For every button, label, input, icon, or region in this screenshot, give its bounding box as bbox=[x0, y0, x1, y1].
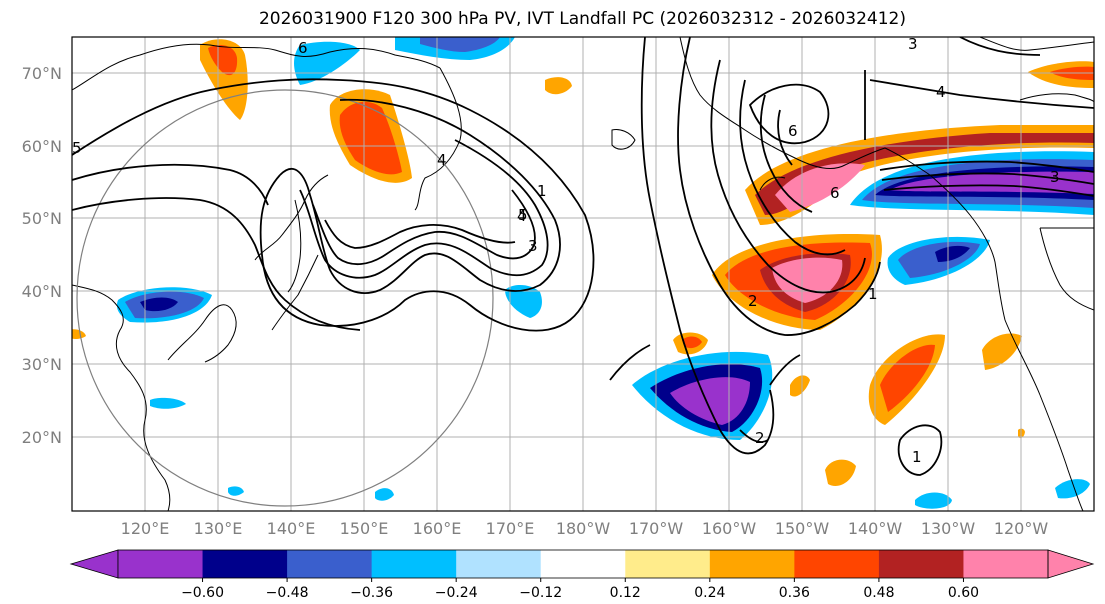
lon-label: 170°W bbox=[629, 519, 684, 538]
latitude-labels: 70°N 60°N 50°N 40°N 30°N 20°N bbox=[22, 64, 62, 447]
contour-label: 5 bbox=[518, 206, 528, 224]
map-title: 2026031900 F120 300 hPa PV, IVT Landfall… bbox=[258, 9, 906, 29]
contour-label: 6 bbox=[298, 39, 308, 57]
contour-label: 1 bbox=[912, 448, 922, 466]
colorbar-tick-label: 0.24 bbox=[694, 585, 725, 601]
colorbar-tick-label: 0.48 bbox=[863, 585, 894, 601]
colorbar-segment bbox=[625, 550, 711, 578]
colorbar-extend-high bbox=[1047, 549, 1095, 579]
colorbar-extend-low bbox=[69, 549, 119, 579]
contour-label: 3 bbox=[528, 237, 538, 255]
lon-label: 180°W bbox=[556, 519, 611, 538]
lat-label: 50°N bbox=[22, 209, 62, 228]
lon-label: 160°E bbox=[413, 519, 462, 538]
longitude-labels: 120°E 130°E 140°E 150°E 160°E 170°E 180°… bbox=[121, 519, 1049, 538]
colorbar-segment bbox=[794, 550, 880, 578]
lon-label: 130°E bbox=[194, 519, 243, 538]
contour-label: 2 bbox=[755, 429, 765, 447]
contour-label: 3 bbox=[908, 35, 918, 53]
contour-label: 3 bbox=[1050, 168, 1060, 186]
colorbar-tick-label: 0.60 bbox=[948, 585, 979, 601]
lon-label: 140°W bbox=[848, 519, 903, 538]
pv-shading bbox=[72, 37, 1094, 509]
lon-label: 120°E bbox=[121, 519, 170, 538]
lon-label: 150°E bbox=[340, 519, 389, 538]
lon-label: 130°W bbox=[921, 519, 976, 538]
colorbar: −0.60 −0.48 −0.36 −0.24 −0.12 0.12 0.24 0.36 0.4… bbox=[69, 549, 1095, 601]
contour-label: 2 bbox=[748, 292, 758, 310]
contour-label: 6 bbox=[830, 184, 840, 202]
lon-label: 160°W bbox=[702, 519, 757, 538]
lon-label: 120°W bbox=[994, 519, 1049, 538]
lat-label: 60°N bbox=[22, 137, 62, 156]
colorbar-segment bbox=[118, 550, 204, 578]
coastlines bbox=[72, 37, 1094, 511]
lon-label: 150°W bbox=[775, 519, 830, 538]
colorbar-segment bbox=[540, 550, 626, 578]
contour-label: 6 bbox=[788, 122, 798, 140]
lon-label: 170°E bbox=[486, 519, 535, 538]
colorbar-segment bbox=[456, 550, 542, 578]
colorbar-tick-label: 0.12 bbox=[610, 585, 641, 601]
graticule bbox=[72, 37, 1094, 511]
colorbar-tick-label: −0.60 bbox=[181, 585, 224, 601]
colorbar-segment bbox=[371, 550, 457, 578]
lat-label: 40°N bbox=[22, 282, 62, 301]
contour-labels: 4 6 1 5 4 3 4 6 6 2 1 3 3 1 5 2 bbox=[72, 35, 1060, 466]
colorbar-segment bbox=[878, 550, 964, 578]
colorbar-tick-label: 0.36 bbox=[779, 585, 810, 601]
contour-label: 4 bbox=[936, 83, 946, 101]
contour-label: 5 bbox=[72, 139, 82, 157]
colorbar-segment bbox=[287, 550, 373, 578]
contour-label: 4 bbox=[517, 207, 527, 225]
lat-label: 20°N bbox=[22, 428, 62, 447]
ivt-contours bbox=[72, 37, 1094, 476]
lon-label: 140°E bbox=[267, 519, 316, 538]
colorbar-segment bbox=[202, 550, 288, 578]
map-frame bbox=[71, 36, 1095, 512]
radius-circle bbox=[76, 89, 494, 507]
colorbar-tick-label: −0.36 bbox=[350, 585, 393, 601]
contour-label: 1 bbox=[537, 182, 547, 200]
contour-label: 4 bbox=[437, 151, 447, 169]
colorbar-tick-label: −0.12 bbox=[519, 585, 562, 601]
contour-label: 1 bbox=[868, 285, 878, 303]
colorbar-tick-label: −0.24 bbox=[435, 585, 478, 601]
colorbar-segment bbox=[963, 550, 1049, 578]
lat-label: 70°N bbox=[22, 64, 62, 83]
colorbar-segment bbox=[709, 550, 795, 578]
lat-label: 30°N bbox=[22, 355, 62, 374]
colorbar-outline bbox=[117, 549, 1049, 579]
colorbar-tick-label: −0.48 bbox=[266, 585, 309, 601]
